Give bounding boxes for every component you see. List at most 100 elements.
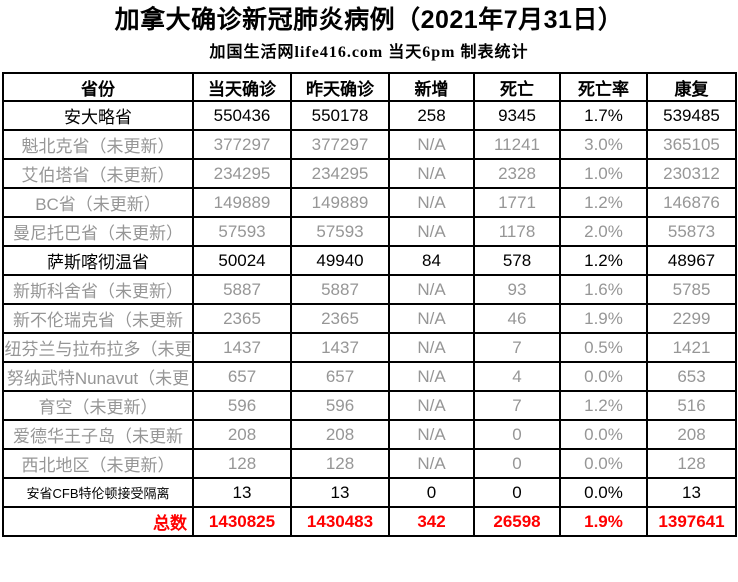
cell-yesterday-confirmed: 2365 bbox=[290, 303, 390, 334]
cell-yesterday-confirmed: 377297 bbox=[290, 129, 390, 160]
cell-death-rate: 1.2% bbox=[559, 187, 648, 218]
cell-death-rate: 1.2% bbox=[559, 245, 648, 276]
cell-recovered: 146876 bbox=[646, 187, 737, 218]
cell-deaths: 0 bbox=[473, 448, 561, 479]
table-row-new-brunswick: 新不伦瑞克省（未更新 2365 2365 N/A 46 1.9% 2299 bbox=[2, 303, 737, 334]
cell-yesterday-confirmed: 1430483 bbox=[290, 506, 390, 537]
cell-new-cases: N/A bbox=[388, 332, 475, 363]
cell-province-name: 魁北克省（未更新） bbox=[2, 129, 194, 160]
table-row-total: 总数 1430825 1430483 342 26598 1.9% 139764… bbox=[2, 506, 737, 537]
cell-today-confirmed: 596 bbox=[192, 390, 292, 421]
cell-death-rate: 1.9% bbox=[559, 506, 648, 537]
table-row-alberta: 艾伯塔省（未更新） 234295 234295 N/A 2328 1.0% 23… bbox=[2, 158, 737, 189]
cell-death-rate: 3.0% bbox=[559, 129, 648, 160]
cell-province-name: 新斯科舍省（未更新） bbox=[2, 274, 194, 305]
cell-yesterday-confirmed: 13 bbox=[290, 477, 390, 508]
cell-new-cases: N/A bbox=[388, 419, 475, 450]
cell-province-name: 新不伦瑞克省（未更新 bbox=[2, 303, 194, 334]
cell-today-confirmed: 57593 bbox=[192, 216, 292, 247]
cell-new-cases: 84 bbox=[388, 245, 475, 276]
cell-today-confirmed: 377297 bbox=[192, 129, 292, 160]
cell-deaths: 578 bbox=[473, 245, 561, 276]
cell-death-rate: 0.0% bbox=[559, 448, 648, 479]
cell-new-cases: N/A bbox=[388, 274, 475, 305]
table-body: 安大略省 550436 550178 258 9345 1.7% 539485 … bbox=[2, 100, 737, 537]
cell-today-confirmed: 550436 bbox=[192, 100, 292, 131]
cell-today-confirmed: 1437 bbox=[192, 332, 292, 363]
cell-new-cases: N/A bbox=[388, 187, 475, 218]
page-subtitle: 加国生活网life416.com 当天6pm 制表统计 bbox=[209, 44, 529, 61]
cell-province-name: 艾伯塔省（未更新） bbox=[2, 158, 194, 189]
cell-death-rate: 0.0% bbox=[559, 477, 648, 508]
table-row-newfoundland-labrador: 纽芬兰与拉布拉多（未更 1437 1437 N/A 7 0.5% 1421 bbox=[2, 332, 737, 363]
cell-today-confirmed: 13 bbox=[192, 477, 292, 508]
cell-recovered: 653 bbox=[646, 361, 737, 392]
table-row-saskatchewan: 萨斯喀彻温省 50024 49940 84 578 1.2% 48967 bbox=[2, 245, 737, 276]
cell-recovered: 208 bbox=[646, 419, 737, 450]
cell-deaths: 0 bbox=[473, 477, 561, 508]
cell-death-rate: 0.5% bbox=[559, 332, 648, 363]
cell-today-confirmed: 149889 bbox=[192, 187, 292, 218]
cell-death-rate: 2.0% bbox=[559, 216, 648, 247]
cell-recovered: 1397641 bbox=[646, 506, 737, 537]
cell-today-confirmed: 657 bbox=[192, 361, 292, 392]
cell-recovered: 516 bbox=[646, 390, 737, 421]
header-recovered: 康复 bbox=[646, 72, 737, 102]
cell-yesterday-confirmed: 57593 bbox=[290, 216, 390, 247]
cell-deaths: 1178 bbox=[473, 216, 561, 247]
cell-recovered: 1421 bbox=[646, 332, 737, 363]
table-row-northwest-territories: 西北地区（未更新） 128 128 N/A 0 0.0% 128 bbox=[2, 448, 737, 479]
cell-province-name: 安省CFB特伦顿接受隔离 bbox=[2, 477, 194, 508]
cell-province-name: 萨斯喀彻温省 bbox=[2, 245, 194, 276]
cell-yesterday-confirmed: 49940 bbox=[290, 245, 390, 276]
header-yesterday-confirmed: 昨天确诊 bbox=[290, 72, 390, 102]
cell-recovered: 539485 bbox=[646, 100, 737, 131]
header-today-confirmed: 当天确诊 bbox=[192, 72, 292, 102]
cell-death-rate: 1.0% bbox=[559, 158, 648, 189]
cell-deaths: 7 bbox=[473, 390, 561, 421]
cell-today-confirmed: 234295 bbox=[192, 158, 292, 189]
cell-recovered: 5785 bbox=[646, 274, 737, 305]
cell-today-confirmed: 50024 bbox=[192, 245, 292, 276]
covid-table: 省份 当天确诊 昨天确诊 新增 死亡 死亡率 康复 安大略省 550436 55… bbox=[2, 72, 737, 537]
cell-recovered: 13 bbox=[646, 477, 737, 508]
header-death-rate: 死亡率 bbox=[559, 72, 648, 102]
table-row-manitoba: 曼尼托巴省（未更新） 57593 57593 N/A 1178 2.0% 558… bbox=[2, 216, 737, 247]
cell-deaths: 11241 bbox=[473, 129, 561, 160]
table-row-pei: 爱德华王子岛（未更新 208 208 N/A 0 0.0% 208 bbox=[2, 419, 737, 450]
cell-yesterday-confirmed: 234295 bbox=[290, 158, 390, 189]
cell-death-rate: 1.6% bbox=[559, 274, 648, 305]
cell-death-rate: 1.2% bbox=[559, 390, 648, 421]
cell-recovered: 128 bbox=[646, 448, 737, 479]
cell-province-name: 安大略省 bbox=[2, 100, 194, 131]
cell-death-rate: 0.0% bbox=[559, 419, 648, 450]
cell-new-cases: N/A bbox=[388, 216, 475, 247]
cell-deaths: 1771 bbox=[473, 187, 561, 218]
cell-death-rate: 0.0% bbox=[559, 361, 648, 392]
header-province: 省份 bbox=[2, 72, 194, 102]
cell-province-name: 纽芬兰与拉布拉多（未更 bbox=[2, 332, 194, 363]
table-row-yukon: 育空（未更新） 596 596 N/A 7 1.2% 516 bbox=[2, 390, 737, 421]
cell-province-name: 曼尼托巴省（未更新） bbox=[2, 216, 194, 247]
cell-new-cases: 342 bbox=[388, 506, 475, 537]
cell-deaths: 9345 bbox=[473, 100, 561, 131]
cell-today-confirmed: 128 bbox=[192, 448, 292, 479]
cell-recovered: 230312 bbox=[646, 158, 737, 189]
cell-deaths: 7 bbox=[473, 332, 561, 363]
table-row-nunavut: 努纳武特Nunavut（未更 657 657 N/A 4 0.0% 653 bbox=[2, 361, 737, 392]
cell-province-name: 努纳武特Nunavut（未更 bbox=[2, 361, 194, 392]
page-title: 加拿大确诊新冠肺炎病例（2021年7月31日） bbox=[114, 6, 624, 34]
header-deaths: 死亡 bbox=[473, 72, 561, 102]
cell-recovered: 365105 bbox=[646, 129, 737, 160]
table-row-ontario: 安大略省 550436 550178 258 9345 1.7% 539485 bbox=[2, 100, 737, 131]
cell-yesterday-confirmed: 657 bbox=[290, 361, 390, 392]
cell-deaths: 93 bbox=[473, 274, 561, 305]
cell-deaths: 0 bbox=[473, 419, 561, 450]
table-row-bc: BC省（未更新） 149889 149889 N/A 1771 1.2% 146… bbox=[2, 187, 737, 218]
cell-recovered: 55873 bbox=[646, 216, 737, 247]
cell-today-confirmed: 2365 bbox=[192, 303, 292, 334]
cell-deaths: 26598 bbox=[473, 506, 561, 537]
cell-recovered: 2299 bbox=[646, 303, 737, 334]
cell-yesterday-confirmed: 208 bbox=[290, 419, 390, 450]
